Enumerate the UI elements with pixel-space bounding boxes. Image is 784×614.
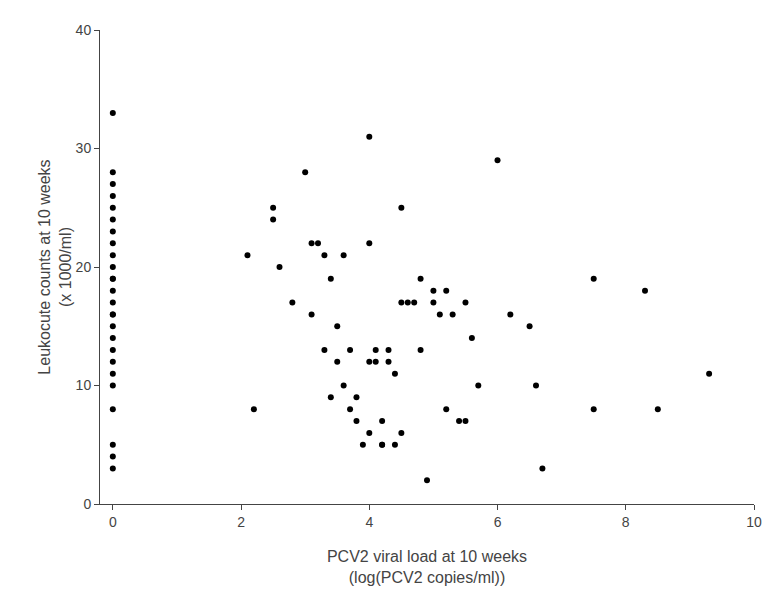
svg-text:0: 0 xyxy=(109,514,117,530)
svg-text:PCV2 viral load at 10 weeks(lo: PCV2 viral load at 10 weeks(log(PCV2 cop… xyxy=(327,548,527,586)
svg-text:30: 30 xyxy=(76,140,92,156)
svg-text:20: 20 xyxy=(76,259,92,275)
svg-text:4: 4 xyxy=(365,514,373,530)
svg-text:2: 2 xyxy=(237,514,245,530)
svg-text:8: 8 xyxy=(622,514,630,530)
svg-text:6: 6 xyxy=(494,514,502,530)
svg-text:10: 10 xyxy=(76,377,92,393)
svg-text:Leukocute counts at 10 weeks(x: Leukocute counts at 10 weeks(x 1000/ml) xyxy=(36,159,74,374)
svg-text:10: 10 xyxy=(746,514,762,530)
svg-text:0: 0 xyxy=(83,496,91,512)
svg-text:40: 40 xyxy=(76,22,92,38)
